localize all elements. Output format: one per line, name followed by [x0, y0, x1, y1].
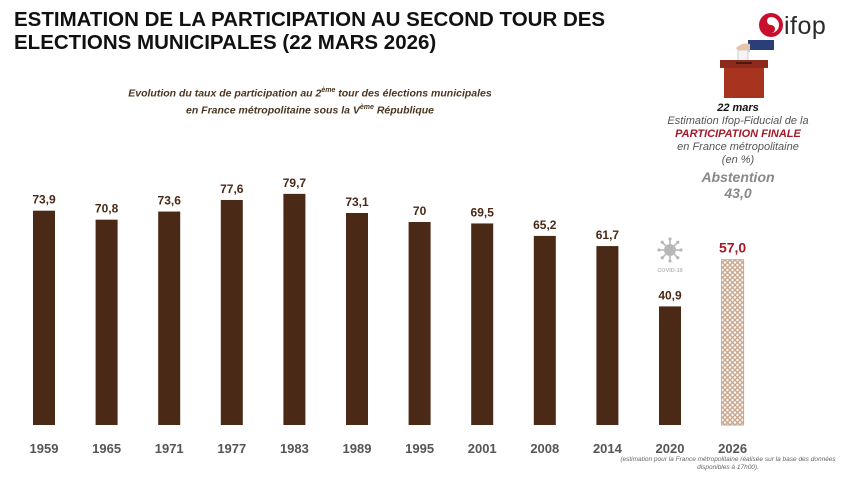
bar-2014: [596, 246, 619, 425]
x-tick-label-2026: 2026: [718, 441, 747, 456]
x-tick-label-1959: 1959: [30, 441, 59, 456]
data-label-1977: 77,6: [220, 182, 244, 196]
bar-2001: [471, 223, 494, 425]
ifop-logo-text: ifop: [784, 12, 827, 40]
bar-2026: [721, 259, 745, 426]
data-label-1989: 73,1: [345, 195, 369, 209]
footnote: (estimation pour la France métropolitain…: [620, 456, 836, 471]
page-title: ESTIMATION DE LA PARTICIPATION AU SECOND…: [14, 8, 606, 54]
x-tick-label-2001: 2001: [468, 441, 497, 456]
bars-group: 73,9 1959 70,8 1965 73,6 1971 77,6 1977 79,7 1983…: [30, 176, 748, 456]
data-label-2014: 61,7: [596, 228, 620, 242]
x-tick-label-1977: 1977: [217, 441, 246, 456]
subtitle-line2: en France métropolitaine sous la V: [186, 104, 360, 116]
chart-subtitle: Evolution du taux de participation au 2è…: [80, 84, 540, 117]
bar-1977: [220, 199, 243, 425]
data-label-2026: 57,0: [719, 240, 746, 256]
estimate-box: 22 mars Estimation Ifop-Fiducial de la P…: [640, 102, 836, 201]
x-tick-label-2008: 2008: [530, 441, 559, 456]
estimate-date: 22 mars: [717, 102, 759, 114]
x-tick-label-2020: 2020: [656, 441, 685, 456]
x-tick-label-1989: 1989: [343, 441, 372, 456]
bar-1989: [346, 213, 368, 425]
estimate-unit: (en %): [721, 154, 755, 166]
subtitle-line2-end: République: [373, 104, 434, 116]
bar-1995: [408, 222, 431, 425]
bar-2008: [533, 235, 556, 425]
estimate-line1: Estimation Ifop-Fiducial de la: [667, 115, 809, 127]
x-tick-label-1995: 1995: [405, 441, 434, 456]
data-label-2008: 65,2: [533, 218, 557, 232]
data-label-2001: 69,5: [471, 205, 495, 219]
data-label-1995: 70: [413, 204, 427, 218]
virus-icon: [657, 237, 683, 263]
bar-1959: [33, 210, 55, 425]
covid-badge: COVID-19: [657, 237, 683, 274]
bar-1983: [283, 193, 306, 425]
ifop-logo: ifop: [758, 10, 848, 44]
subtitle-sup1: ème: [321, 87, 336, 94]
covid-label: COVID-19: [657, 268, 682, 274]
abstention-label: Abstention: [701, 169, 775, 185]
data-label-2020: 40,9: [658, 288, 682, 302]
x-tick-label-1983: 1983: [280, 441, 309, 456]
x-tick-label-1971: 1971: [155, 441, 184, 456]
bar-1965: [95, 219, 118, 425]
ifop-logo-icon: [759, 13, 783, 37]
x-tick-label-2014: 2014: [593, 441, 623, 456]
estimate-line2: en France métropolitaine: [677, 141, 799, 153]
bar-2020: [659, 306, 681, 425]
data-label-1965: 70,8: [95, 202, 119, 216]
ballot-box-icon: [720, 40, 774, 98]
bar-1971: [158, 211, 181, 425]
data-label-1983: 79,7: [283, 176, 307, 190]
estimate-final: PARTICIPATION FINALE: [675, 128, 801, 140]
subtitle-line1-end: tour des élections municipales: [335, 87, 492, 100]
subtitle-line1: Evolution du taux de participation au 2: [128, 87, 322, 100]
data-label-1959: 73,9: [32, 193, 56, 207]
abstention-value: 43,0: [724, 185, 752, 201]
subtitle-sup2: ème: [359, 103, 374, 111]
x-tick-label-1965: 1965: [92, 441, 121, 456]
data-label-1971: 73,6: [158, 194, 182, 208]
